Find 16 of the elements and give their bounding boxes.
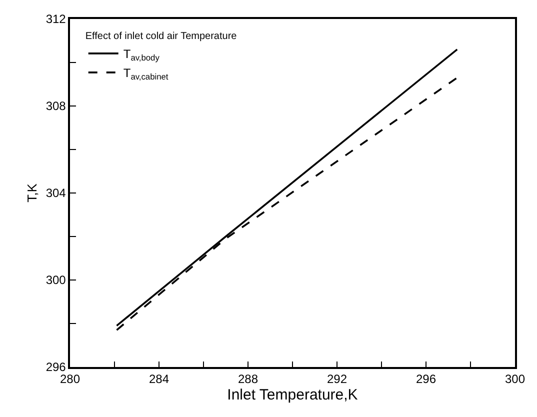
y-tick-label: 312 [46,12,66,26]
y-tick-label: 300 [46,273,66,288]
legend-title: Effect of inlet cold air Temperature [85,30,238,42]
y-tick-label: 296 [46,360,66,374]
y-tick-label: 308 [46,99,66,114]
x-tick-label: 296 [416,372,436,386]
y-axis-title: T,K [24,183,40,202]
x-tick-label: 300 [504,372,526,386]
x-tick-label: 280 [60,372,80,386]
x-tick-label: 284 [148,372,170,386]
y-tick-label: 304 [46,186,66,200]
x-tick-label: 292 [326,372,348,386]
x-tick-label: 288 [238,372,258,386]
x-axis-title: Inlet Temperature,K [227,386,358,404]
legend-label: T$_{av,body}$ [123,47,160,63]
legend-label: T$_{av,cabinet}$ [123,66,169,82]
